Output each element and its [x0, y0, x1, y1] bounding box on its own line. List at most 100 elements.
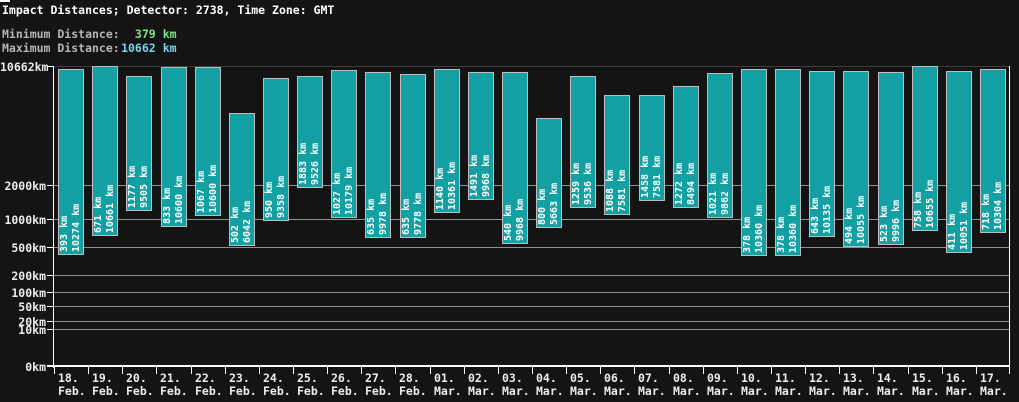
- x-axis-month-label: Mar.: [604, 384, 632, 398]
- bar-min-max-label: 393 km 10274 km: [59, 92, 83, 252]
- y-axis-tick-label: 200km: [11, 269, 46, 283]
- x-axis-month-label: Mar.: [775, 384, 803, 398]
- bar-min-label: 635 km: [366, 198, 377, 235]
- minimum-distance-label: Minimum Distance:: [2, 27, 120, 41]
- minimum-distance-unit: km: [162, 27, 177, 41]
- x-axis-day-label: 16.: [946, 371, 967, 385]
- bar-min-label: 635 km: [401, 198, 412, 235]
- range-bar-06.Mar.: [604, 95, 630, 215]
- y-axis-tick: [47, 66, 53, 67]
- bar-min-max-label: 635 km 9778 km: [401, 75, 425, 235]
- bar-min-max-label: 1458 km 7581 km: [640, 38, 664, 198]
- bar-min-label: 1088 km: [605, 169, 616, 212]
- bar-min-max-label: 540 km 9968 km: [503, 81, 527, 241]
- bar-min-label: 1491 km: [469, 154, 480, 197]
- bar-max-label: 9996 km: [891, 199, 902, 242]
- range-bar-09.Mar.: [707, 73, 733, 218]
- x-axis-month-label: Mar.: [980, 384, 1008, 398]
- bar-min-max-label: 378 km 10360 km: [742, 93, 766, 253]
- y-axis-tick-label: 2000km: [4, 179, 46, 193]
- y-axis-tick: [47, 292, 53, 293]
- gridline-1000km: [54, 219, 1009, 220]
- x-axis-tick: [225, 367, 226, 374]
- bar-max-label: 9526 km: [310, 142, 321, 185]
- range-bar-26.Feb.: [331, 70, 357, 218]
- x-axis-month-label: Mar.: [707, 384, 735, 398]
- bar-max-label: 10304 km: [993, 181, 1004, 230]
- gridline-100km: [54, 292, 1009, 293]
- x-axis-day-label: 02.: [468, 371, 489, 385]
- y-axis-tick-label: 1000km: [4, 213, 46, 227]
- x-axis-month-label: Mar.: [638, 384, 666, 398]
- x-axis-tick: [54, 367, 55, 374]
- bar-max-label: 6042 km: [242, 200, 253, 243]
- bar-min-max-label: 1027 km 10179 km: [332, 55, 356, 215]
- x-axis-tick: [327, 367, 328, 374]
- y-axis-tick: [47, 329, 53, 330]
- x-axis-tick: [634, 367, 635, 374]
- bar-max-label: 10600 km: [208, 164, 219, 213]
- range-bar-08.Mar.: [673, 86, 699, 208]
- x-axis-tick: [1009, 367, 1010, 374]
- x-axis-month-label: Mar.: [536, 384, 564, 398]
- x-axis-tick: [976, 367, 977, 374]
- x-axis-tick: [293, 367, 294, 374]
- range-bar-17.Mar.: [980, 69, 1006, 233]
- bar-min-max-label: 758 km 10655 km: [913, 68, 937, 228]
- x-axis-day-label: 23.: [229, 371, 250, 385]
- x-axis-day-label: 07.: [638, 371, 659, 385]
- range-bar-13.Mar.: [843, 71, 869, 247]
- x-axis-day-label: 24.: [263, 371, 284, 385]
- range-bar-23.Feb.: [229, 113, 255, 246]
- gridline-500km: [54, 247, 1009, 248]
- bar-min-label: 718 km: [981, 193, 992, 230]
- x-axis-day-label: 19.: [92, 371, 113, 385]
- maximum-distance-value: 10662: [121, 41, 156, 55]
- x-axis-month-label: Mar.: [741, 384, 769, 398]
- x-axis-month-label: Feb.: [229, 384, 257, 398]
- range-bar-10.Mar.: [741, 69, 767, 256]
- bar-min-label: 523 km: [879, 205, 890, 242]
- bar-max-label: 10655 km: [925, 179, 936, 228]
- gridline-10662km: [54, 66, 1009, 67]
- window-edge-artifact: [0, 0, 10, 2]
- gridline-50km: [54, 306, 1009, 307]
- x-axis-day-label: 09.: [707, 371, 728, 385]
- x-axis-day-label: 14.: [877, 371, 898, 385]
- y-axis-tick-label: 0km: [25, 360, 46, 374]
- bar-min-label: 833 km: [162, 187, 173, 224]
- bar-min-max-label: 523 km 9996 km: [879, 82, 903, 242]
- x-axis-month-label: Feb.: [365, 384, 393, 398]
- bar-max-label: 10661 km: [105, 184, 116, 233]
- bar-min-max-label: 800 km 5663 km: [537, 65, 561, 225]
- x-axis-month-label: Feb.: [399, 384, 427, 398]
- range-bar-04.Mar.: [536, 118, 562, 228]
- range-bar-21.Feb.: [161, 67, 187, 227]
- y-axis-tick: [47, 306, 53, 307]
- range-bar-19.Feb.: [92, 66, 118, 236]
- x-axis-month-label: Feb.: [297, 384, 325, 398]
- x-axis-day-label: 12.: [809, 371, 830, 385]
- bar-min-max-label: 1177 km 9505 km: [127, 48, 151, 208]
- bar-max-label: 10600 km: [174, 175, 185, 224]
- bar-min-max-label: 718 km 10304 km: [981, 70, 1005, 230]
- bar-min-max-label: 494 km 10055 km: [844, 84, 868, 244]
- bar-min-label: 393 km: [59, 215, 70, 252]
- bar-max-label: 10360 km: [788, 204, 799, 253]
- bar-min-max-label: 1259 km 9536 km: [571, 45, 595, 205]
- bar-min-max-label: 950 km 9358 km: [264, 58, 288, 218]
- bar-max-label: 9358 km: [276, 175, 287, 218]
- x-axis-day-label: 11.: [775, 371, 796, 385]
- x-axis-month-label: Mar.: [912, 384, 940, 398]
- range-bar-01.Mar.: [434, 69, 460, 213]
- x-axis-day-label: 26.: [331, 371, 352, 385]
- x-axis-month-label: Mar.: [843, 384, 871, 398]
- x-axis-day-label: 28.: [399, 371, 420, 385]
- range-bar-27.Feb.: [365, 72, 391, 238]
- bar-max-label: 9862 km: [720, 172, 731, 215]
- y-axis-tick-label: 10km: [18, 323, 46, 337]
- x-axis-day-label: 20.: [126, 371, 147, 385]
- bar-min-label: 411 km: [947, 213, 958, 250]
- x-axis-tick: [464, 367, 465, 374]
- bar-min-max-label: 1067 km 10600 km: [196, 53, 220, 213]
